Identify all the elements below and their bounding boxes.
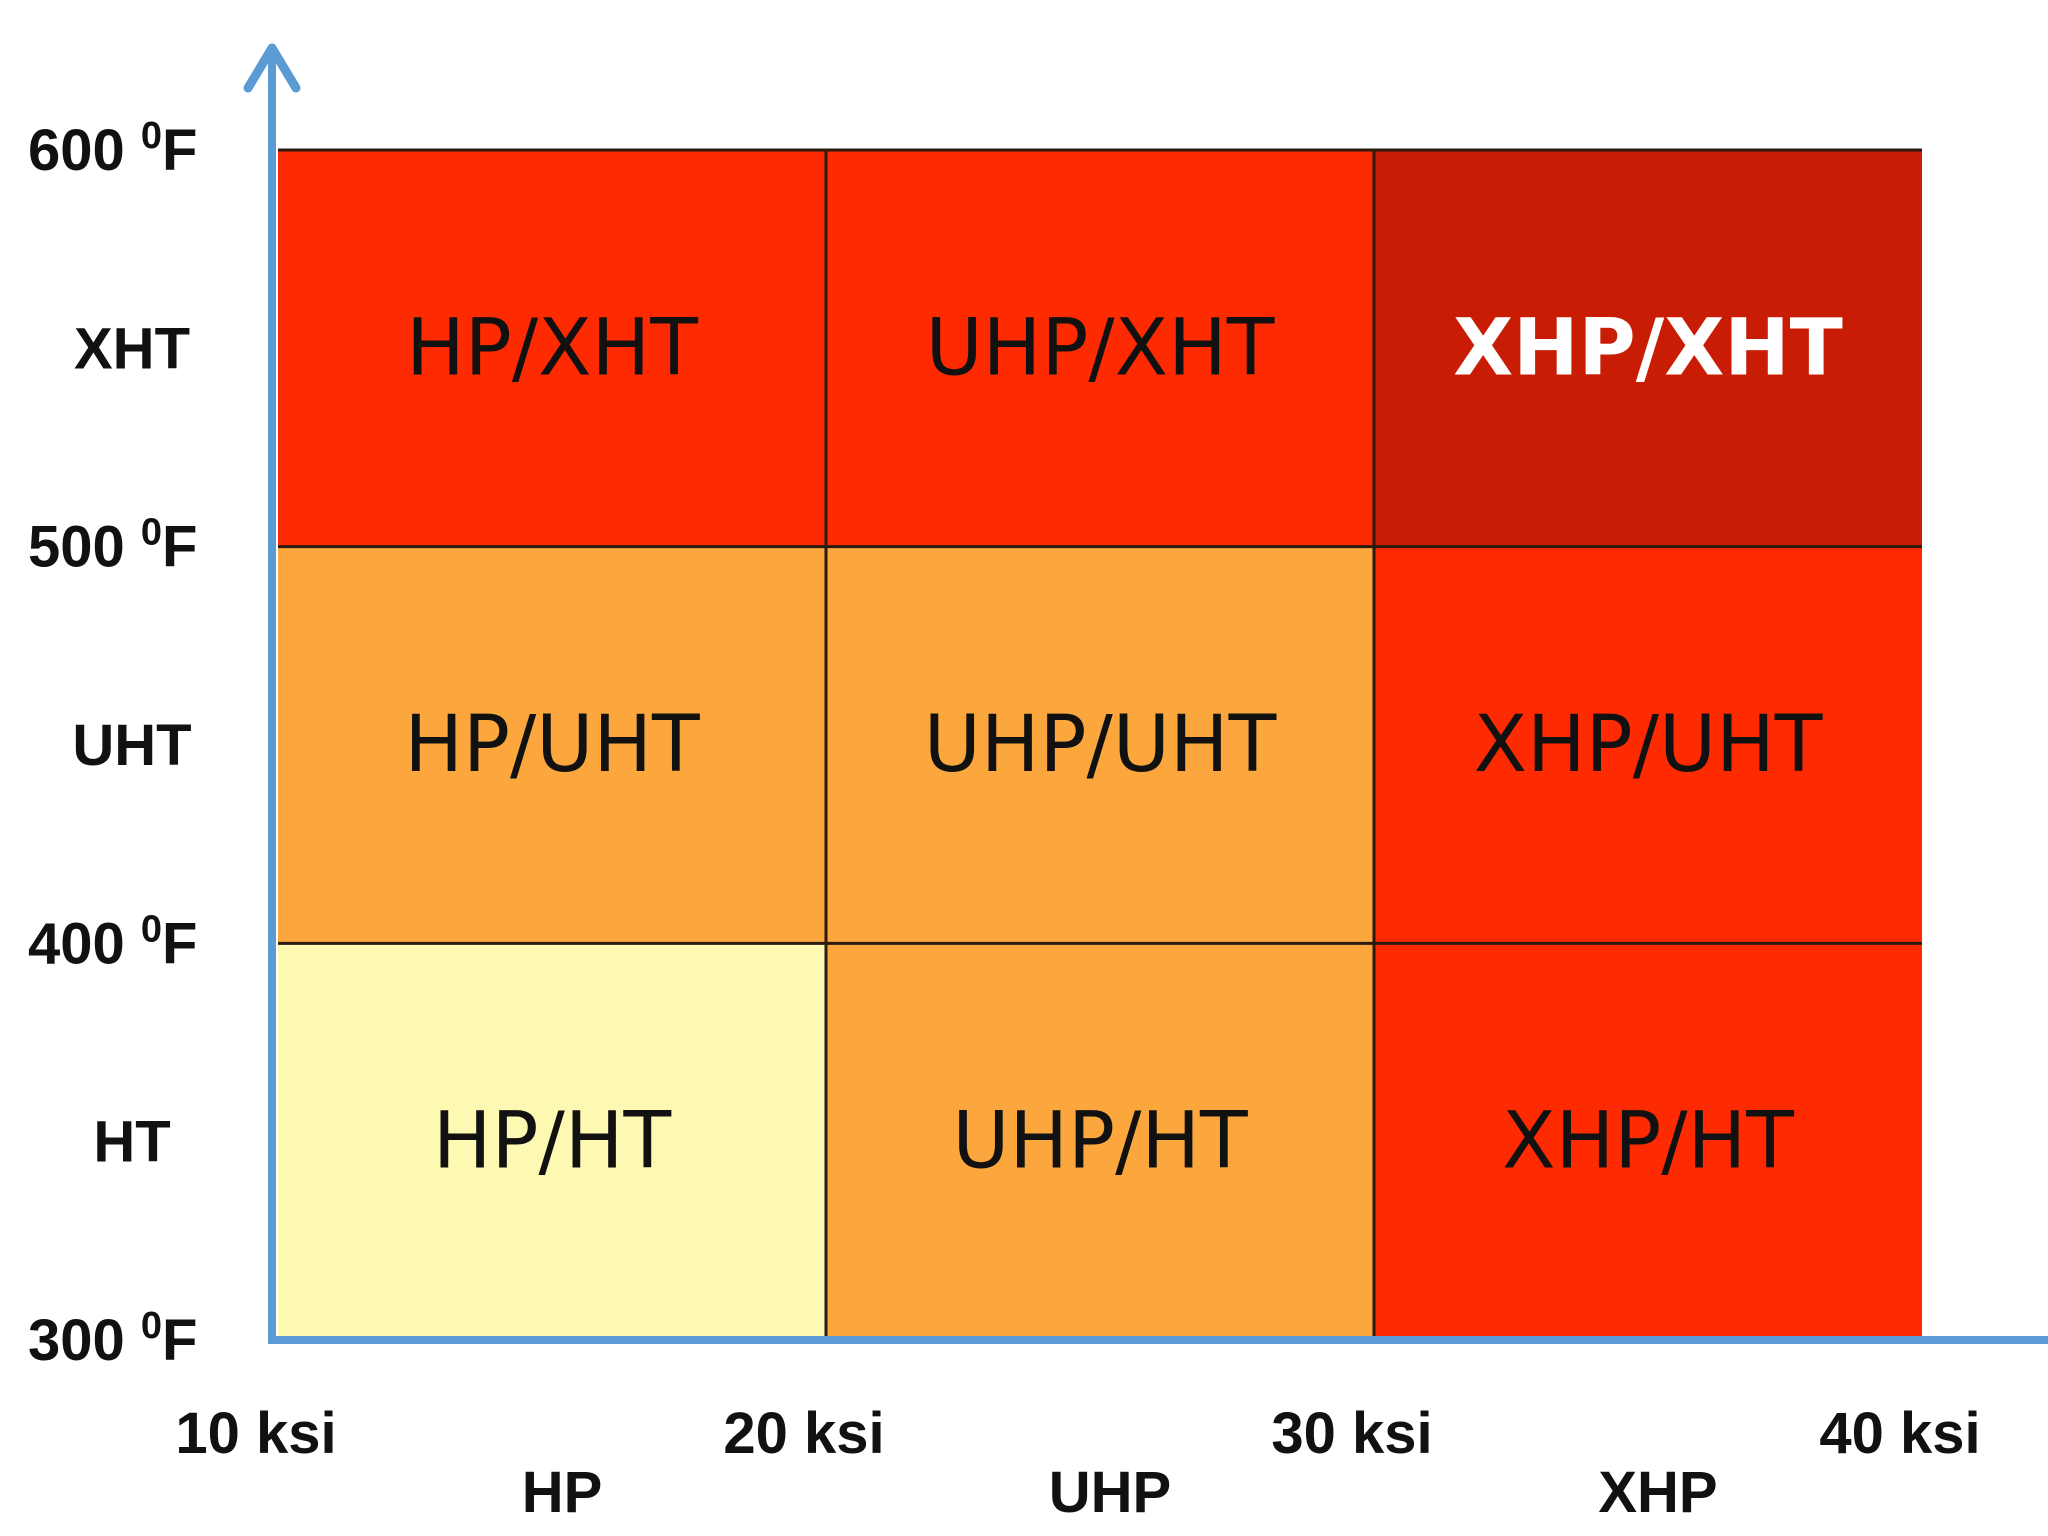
x-tick-label: 30 ksi xyxy=(1271,1401,1432,1466)
cell-label-uhp-ht: UHP/HT xyxy=(952,1097,1248,1187)
cell-label-hp-ht: HP/HT xyxy=(433,1097,672,1187)
x-tick-label: 20 ksi xyxy=(723,1401,884,1466)
labels-layer: HP/HT UHP/HT XHP/HT HP/UHT UHP/UHT XHP/UHT HP/… xyxy=(28,115,1981,1525)
y-tick-label: 500 0F xyxy=(28,512,197,580)
cell-label-xhp-xht: XHP/XHT xyxy=(1453,303,1843,393)
cell-uhp-ht xyxy=(826,943,1374,1340)
axes-layer xyxy=(243,43,2048,1344)
cell-xhp-ht xyxy=(1374,943,1922,1340)
cell-label-hp-uht: HP/UHT xyxy=(404,700,700,790)
cell-hp-ht xyxy=(278,943,826,1340)
cell-label-uhp-uht: UHP/UHT xyxy=(924,700,1277,790)
cell-xhp-xht xyxy=(1374,150,1922,547)
cell-label-hp-xht: HP/XHT xyxy=(406,303,698,393)
y-tick-label: 400 0F xyxy=(28,908,197,976)
x-category-label-hp: HP xyxy=(522,1460,603,1525)
x-tick-label: 40 ksi xyxy=(1819,1401,1980,1466)
cell-hp-xht xyxy=(278,150,826,547)
cell-xhp-uht xyxy=(1374,546,1922,944)
y-category-label-xht: XHT xyxy=(74,316,190,381)
cell-label-xhp-uht: XHP/UHT xyxy=(1474,700,1823,790)
y-tick-label: 600 0F xyxy=(28,115,197,183)
y-axis-arrow-icon xyxy=(243,43,301,93)
cells-layer xyxy=(278,150,1922,1340)
x-tick-label: 10 ksi xyxy=(175,1401,336,1466)
cell-uhp-uht xyxy=(826,546,1374,944)
cell-uhp-xht xyxy=(826,150,1374,547)
grid-layer xyxy=(278,148,1922,1340)
x-category-label-xhp: XHP xyxy=(1598,1460,1717,1525)
cell-label-xhp-ht: XHP/HT xyxy=(1502,1097,1794,1187)
x-category-label-uhp: UHP xyxy=(1049,1460,1171,1525)
y-category-label-ht: HT xyxy=(93,1110,170,1175)
cell-label-uhp-xht: UHP/XHT xyxy=(926,303,1275,393)
cell-hp-uht xyxy=(278,546,826,944)
y-tick-label: 300 0F xyxy=(28,1305,197,1373)
y-category-label-uht: UHT xyxy=(72,713,191,778)
